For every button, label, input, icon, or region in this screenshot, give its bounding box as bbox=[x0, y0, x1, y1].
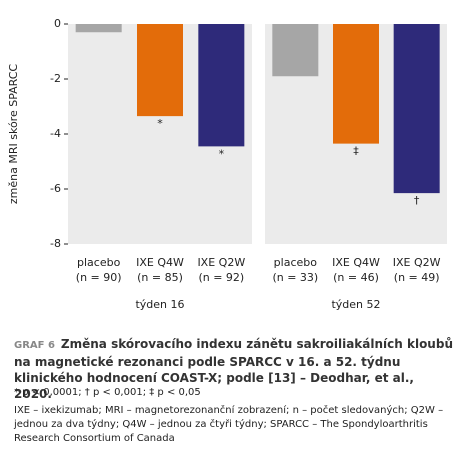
significance-marker: * bbox=[219, 147, 225, 160]
x-tick-label: placebo bbox=[77, 256, 121, 269]
significance-marker: † bbox=[414, 194, 420, 207]
bar bbox=[333, 24, 379, 144]
significance-marker: * bbox=[157, 117, 163, 130]
bar bbox=[393, 24, 440, 194]
y-tick-label: -4 bbox=[50, 127, 61, 140]
x-tick-sublabel: (n = 92) bbox=[198, 271, 244, 284]
x-tick-sublabel: (n = 46) bbox=[333, 271, 379, 284]
bar bbox=[198, 24, 245, 147]
panel-title: týden 52 bbox=[331, 298, 380, 311]
y-tick-label: 0 bbox=[54, 17, 61, 30]
y-tick-label: -2 bbox=[50, 72, 61, 85]
y-axis-label: změna MRI skóre SPARCC bbox=[7, 64, 20, 205]
abbreviations: IXE – ixekizumab; MRI – magnetorezonančn… bbox=[14, 405, 444, 444]
caption-text: Změna skórovacího indexu zánětu sakroili… bbox=[14, 337, 453, 401]
y-tick-label: -8 bbox=[50, 237, 61, 250]
x-tick-label: IXE Q4W bbox=[332, 256, 380, 269]
caption-label: GRAF 6 bbox=[14, 340, 55, 351]
footnote: * p < 0,0001; † p < 0,001; ‡ p < 0,05 bbox=[14, 387, 201, 398]
x-tick-label: IXE Q4W bbox=[136, 256, 184, 269]
bar bbox=[272, 24, 319, 77]
x-tick-sublabel: (n = 33) bbox=[272, 271, 318, 284]
x-tick-label: IXE Q2W bbox=[393, 256, 441, 269]
x-tick-sublabel: (n = 49) bbox=[394, 271, 440, 284]
x-tick-label: IXE Q2W bbox=[197, 256, 245, 269]
x-tick-sublabel: (n = 90) bbox=[76, 271, 122, 284]
y-tick-label: -6 bbox=[50, 182, 61, 195]
panel-title: týden 16 bbox=[135, 298, 184, 311]
chart: změna MRI skóre SPARCC 0 -2 -4 -6 -8 placebo (n… bbox=[7, 17, 447, 311]
caption: GRAF 6 Změna skórovacího indexu zánětu sa… bbox=[14, 336, 454, 402]
significance-marker: ‡ bbox=[353, 145, 359, 158]
bar bbox=[137, 24, 183, 117]
bar bbox=[75, 24, 122, 33]
x-tick-label: placebo bbox=[274, 256, 318, 269]
x-tick-sublabel: (n = 85) bbox=[137, 271, 183, 284]
